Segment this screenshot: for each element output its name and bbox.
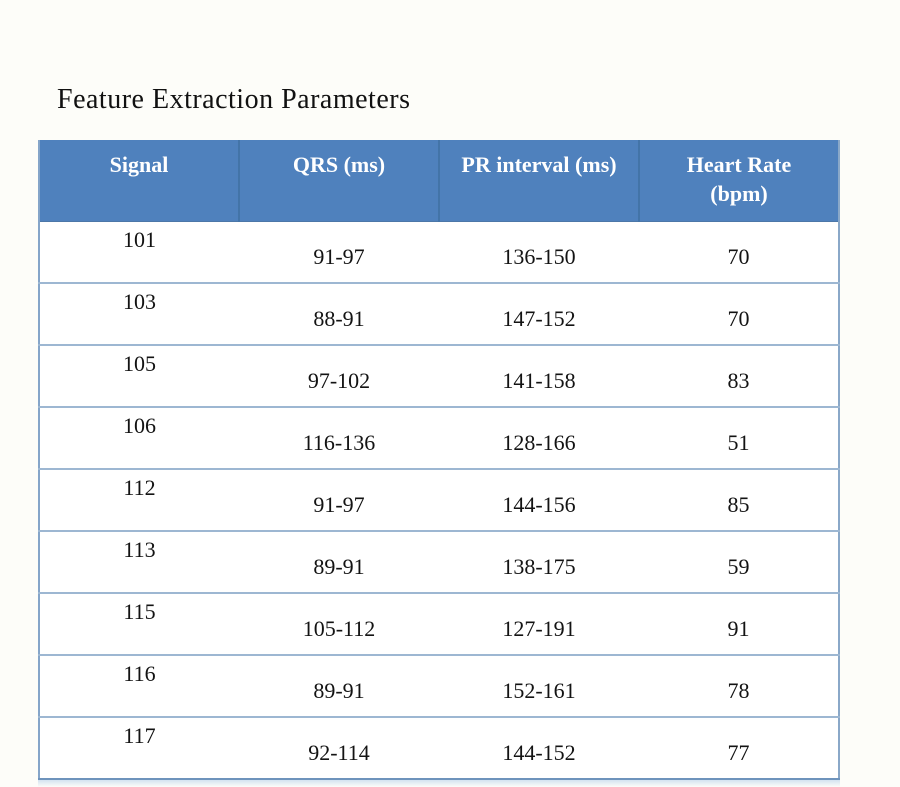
cell-qrs: 89-91 [239, 655, 439, 718]
column-header-qrs: QRS (ms) [238, 140, 439, 222]
cell-qrs: 92-114 [239, 717, 439, 780]
cell-signal: 113 [39, 531, 239, 594]
column-header-label: Heart Rate (bpm) [686, 152, 792, 206]
cell-qrs: 89-91 [239, 531, 439, 594]
table-row: 115 105-112 127-191 91 [39, 593, 839, 656]
cell-pr-interval: 144-156 [439, 469, 639, 532]
cell-heart-rate: 70 [639, 283, 839, 346]
cell-pr-interval: 152-161 [439, 655, 639, 718]
table-row: 113 89-91 138-175 59 [39, 531, 839, 594]
cell-pr-interval: 144-152 [439, 717, 639, 780]
cell-heart-rate: 70 [639, 221, 839, 284]
cell-pr-interval: 141-158 [439, 345, 639, 408]
cell-signal: 105 [39, 345, 239, 408]
page-title: Feature Extraction Parameters [57, 84, 411, 115]
column-header-signal: Signal [39, 140, 239, 222]
cell-qrs: 105-112 [239, 593, 439, 656]
cell-qrs: 91-97 [239, 469, 439, 532]
cell-pr-interval: 136-150 [439, 221, 639, 284]
cell-signal: 117 [39, 717, 239, 780]
cell-signal: 112 [39, 469, 239, 532]
cell-heart-rate: 85 [639, 469, 839, 532]
cell-pr-interval: 138-175 [439, 531, 639, 594]
cell-qrs: 116-136 [239, 407, 439, 470]
cell-signal: 103 [39, 283, 239, 346]
table-row: 106 116-136 128-166 51 [39, 407, 839, 470]
table-row: 101 91-97 136-150 70 [39, 221, 839, 284]
feature-table: Signal QRS (ms) PR interval (ms) Heart R… [38, 140, 840, 780]
cell-signal: 106 [39, 407, 239, 470]
table-bottom-accent [38, 780, 840, 787]
cell-heart-rate: 91 [639, 593, 839, 656]
cell-qrs: 91-97 [239, 221, 439, 284]
table-row: 103 88-91 147-152 70 [39, 283, 839, 346]
column-header-pr-interval: PR interval (ms) [438, 140, 639, 222]
cell-pr-interval: 127-191 [439, 593, 639, 656]
slide: { "title": "Feature Extraction Parameter… [38, 84, 840, 787]
column-header-label: QRS (ms) [292, 152, 386, 177]
column-header-label: Signal [109, 152, 169, 177]
table-body: 101 91-97 136-150 70 103 88-91 147-152 7… [39, 221, 839, 780]
cell-qrs: 97-102 [239, 345, 439, 408]
cell-pr-interval: 128-166 [439, 407, 639, 470]
table-row: 116 89-91 152-161 78 [39, 655, 839, 718]
cell-heart-rate: 83 [639, 345, 839, 408]
feature-table-container: Signal QRS (ms) PR interval (ms) Heart R… [38, 140, 840, 787]
cell-pr-interval: 147-152 [439, 283, 639, 346]
table-row: 112 91-97 144-156 85 [39, 469, 839, 532]
table-row: 105 97-102 141-158 83 [39, 345, 839, 408]
cell-signal: 101 [39, 221, 239, 284]
cell-signal: 116 [39, 655, 239, 718]
column-header-label: PR interval (ms) [461, 152, 617, 177]
cell-heart-rate: 77 [639, 717, 839, 780]
cell-heart-rate: 51 [639, 407, 839, 470]
header-row: Signal QRS (ms) PR interval (ms) Heart R… [39, 140, 839, 222]
cell-signal: 115 [39, 593, 239, 656]
cell-qrs: 88-91 [239, 283, 439, 346]
column-header-heart-rate: Heart Rate (bpm) [638, 140, 839, 222]
cell-heart-rate: 78 [639, 655, 839, 718]
table-header: Signal QRS (ms) PR interval (ms) Heart R… [39, 140, 839, 222]
cell-heart-rate: 59 [639, 531, 839, 594]
table-row: 117 92-114 144-152 77 [39, 717, 839, 780]
